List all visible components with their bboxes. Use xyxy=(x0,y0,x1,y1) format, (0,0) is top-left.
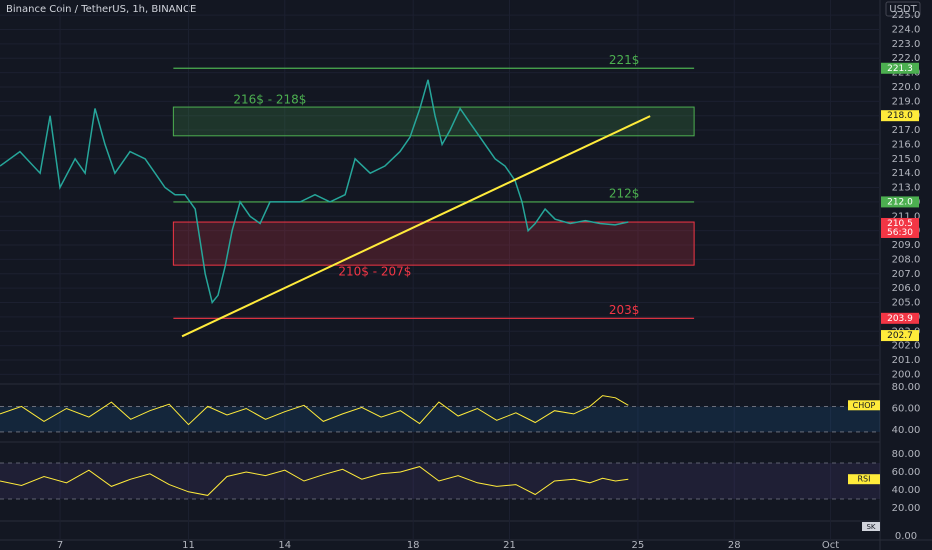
price-badge-label: 218.0 xyxy=(887,111,913,121)
level-label: 212$ xyxy=(609,186,640,200)
RSI-line xyxy=(0,466,629,496)
y-tick-label: 200.0 xyxy=(892,369,921,380)
y-tick-label: 211.0 xyxy=(892,211,921,222)
price-badge xyxy=(881,62,919,74)
indicator-name: CHOP xyxy=(853,401,876,410)
y-tick-label: 223.0 xyxy=(892,39,921,50)
third-panel-tick: 0.00 xyxy=(895,531,917,542)
price-badge xyxy=(881,110,919,122)
y-tick-label: 201.0 xyxy=(892,355,921,366)
y-tick-label: 213.0 xyxy=(892,183,921,194)
y-tick-label: 225.0 xyxy=(892,10,921,21)
y-tick-label: 217.0 xyxy=(892,125,921,136)
y-tick-label: 207.0 xyxy=(892,269,921,280)
y-tick-label: 219.0 xyxy=(892,96,921,107)
indicator-name: RSI xyxy=(858,475,871,484)
zone-label: 216$ - 218$ xyxy=(233,93,306,107)
countdown: 56:30 xyxy=(887,228,913,238)
CHOP-line xyxy=(0,395,629,426)
price-badge-label: 210.5 xyxy=(887,219,913,229)
third-panel-badge-bg xyxy=(862,522,880,531)
y-tick-label: 40.00 xyxy=(892,425,921,436)
third-panel-badge: SK xyxy=(866,523,875,531)
y-tick-label: 202.0 xyxy=(892,341,921,352)
y-tick-label: 60.00 xyxy=(892,467,921,478)
y-tick-label: 80.00 xyxy=(892,382,921,393)
price-badge xyxy=(881,217,919,238)
x-tick-label: Oct xyxy=(822,540,839,550)
trend-line xyxy=(181,115,651,338)
y-tick-label: 222.0 xyxy=(892,53,921,64)
currency[interactable]: USDT xyxy=(889,4,917,15)
level-label: 203$ xyxy=(609,303,640,317)
x-tick-label: 25 xyxy=(632,540,645,550)
x-tick-label: 18 xyxy=(407,540,420,550)
y-tick-label: 214.0 xyxy=(892,168,921,179)
x-tick-label: 28 xyxy=(728,540,741,550)
indicator-badge-bg xyxy=(848,400,880,411)
y-tick-label: 224.0 xyxy=(892,24,921,35)
y-tick-label: 205.0 xyxy=(892,298,921,309)
price-badge-label: 203.9 xyxy=(887,314,913,324)
price-badge-label: 212.0 xyxy=(887,197,913,207)
y-tick-label: 208.0 xyxy=(892,254,921,265)
price-line xyxy=(0,79,629,305)
x-tick-label: 11 xyxy=(182,540,195,550)
zone-label: 210$ - 207$ xyxy=(338,265,411,279)
y-tick-label: 40.00 xyxy=(892,485,921,496)
y-tick-label: 209.0 xyxy=(892,240,921,251)
y-tick-label: 206.0 xyxy=(892,283,921,294)
x-tick-label: 21 xyxy=(503,540,516,550)
currency-box[interactable] xyxy=(885,1,921,17)
price-badge-label: 202.7 xyxy=(887,331,913,341)
price-badge xyxy=(881,196,919,208)
y-tick-label: 216.0 xyxy=(892,139,921,150)
y-tick-label: 80.00 xyxy=(892,449,921,460)
y-tick-label: 20.00 xyxy=(892,503,921,514)
y-tick-label: 60.00 xyxy=(892,404,921,415)
symbol-title: Binance Coin / TetherUS, 1h, BINANCE xyxy=(6,4,196,15)
indicator-badge-bg xyxy=(848,474,880,485)
price-badge-label: 221.3 xyxy=(887,64,913,74)
x-tick-label: 7 xyxy=(57,540,63,550)
band xyxy=(0,406,880,432)
x-tick-label: 14 xyxy=(278,540,291,550)
y-tick-label: 220.0 xyxy=(892,82,921,93)
price-badge xyxy=(881,312,919,324)
price-badge xyxy=(881,330,919,342)
level-label: 221$ xyxy=(609,53,640,67)
y-tick-label: 215.0 xyxy=(892,154,921,165)
zone xyxy=(172,221,695,266)
